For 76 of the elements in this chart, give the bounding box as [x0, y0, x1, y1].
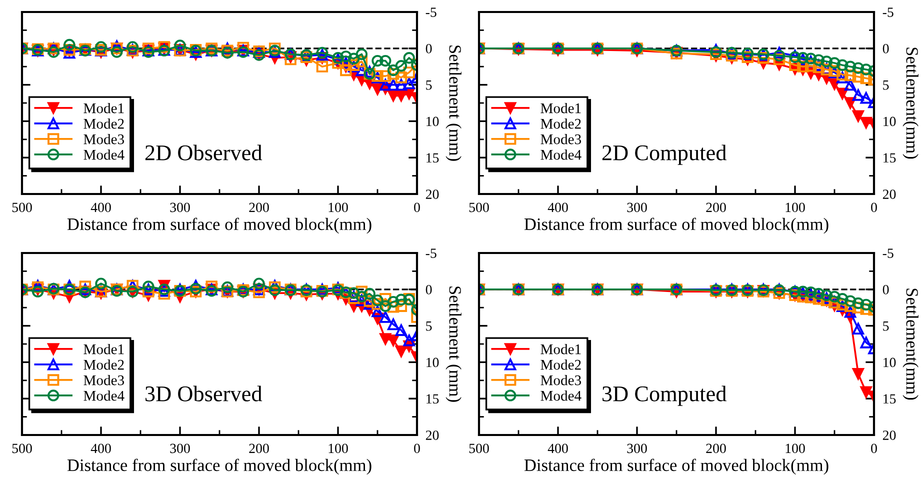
y-axis-title: Settlement (mm) — [446, 46, 462, 161]
x-tick-label: 400 — [548, 202, 568, 212]
legend-label: Mode4 — [540, 390, 582, 401]
y-tick-label: 10 — [884, 358, 896, 368]
legend-label: Mode1 — [84, 102, 124, 114]
y-tick-label: 5 — [883, 322, 889, 331]
y-tick-label: 15 — [884, 394, 896, 404]
legend-label: Mode4 — [84, 149, 124, 160]
x-tick-label: 500 — [469, 202, 489, 212]
legend-label: Mode1 — [540, 102, 581, 114]
legend-label: Mode4 — [540, 149, 582, 160]
y-axis-title: Settlement(mm) — [902, 48, 918, 159]
y-tick-label: 15 — [426, 394, 439, 404]
x-tick-label: 300 — [627, 202, 647, 212]
x-axis-title: Distance from surface of moved block(mm) — [67, 458, 372, 475]
x-tick-label: 300 — [627, 444, 647, 454]
legend-label: Mode2 — [84, 118, 124, 129]
x-axis-title: Distance from surface of moved block(mm) — [67, 218, 372, 234]
y-tick-label: 0 — [426, 284, 432, 294]
y-tick-label: -5 — [882, 248, 894, 258]
y-tick-label: 20 — [882, 190, 896, 199]
x-tick-label: 0 — [871, 444, 877, 454]
y-tick-label: 5 — [426, 322, 432, 331]
y-tick-label: 10 — [426, 116, 439, 126]
x-tick-label: 500 — [12, 202, 32, 212]
legend-label: Mode1 — [540, 344, 581, 354]
x-tick-label: 100 — [786, 202, 805, 212]
x-tick-label: 0 — [871, 202, 877, 212]
x-tick-label: 500 — [469, 444, 489, 454]
x-tick-label: 500 — [12, 444, 32, 454]
y-tick-label: -5 — [426, 8, 436, 17]
y-tick-label: 15 — [884, 153, 896, 163]
y-tick-label: -5 — [882, 8, 894, 17]
x-tick-label: 400 — [90, 444, 111, 454]
y-tick-label: 10 — [426, 358, 439, 368]
text: 2D Observed — [145, 144, 262, 160]
legend-label: Mode2 — [84, 359, 124, 370]
text: 3D Observed — [146, 386, 262, 402]
x-tick-label: 400 — [548, 444, 568, 454]
x-tick-label: 400 — [90, 202, 111, 212]
x-tick-label: 200 — [706, 202, 726, 212]
x-tick-label: 0 — [414, 202, 420, 212]
y-tick-label: 10 — [884, 116, 896, 126]
legend-label: Mode2 — [540, 359, 581, 370]
x-tick-label: 100 — [786, 444, 805, 454]
x-tick-label: 200 — [249, 444, 269, 454]
y-tick-label: 20 — [426, 190, 439, 199]
x-axis-title: Distance from surface of moved block(mm) — [524, 458, 828, 475]
x-axis-title: Distance from surface of moved block(mm) — [524, 218, 828, 234]
legend-label: Mode4 — [84, 390, 124, 401]
legend-label: Mode1 — [84, 344, 124, 354]
y-axis-title: Settlement (mm) — [446, 286, 462, 402]
legend-label: Mode3 — [84, 374, 124, 386]
legend-label: Mode3 — [540, 374, 581, 386]
y-tick-label: 5 — [883, 80, 889, 90]
x-tick-label: 100 — [328, 444, 348, 454]
x-tick-label: 100 — [328, 202, 348, 212]
y-axis-title: Settlement(mm) — [902, 288, 918, 400]
text: 3D Computed — [602, 386, 726, 406]
legend-label: Mode3 — [84, 134, 124, 144]
x-tick-label: 0 — [414, 444, 420, 454]
x-tick-label: 200 — [249, 202, 269, 212]
x-tick-label: 200 — [706, 444, 726, 454]
y-tick-label: 5 — [426, 80, 432, 90]
legend-label: Mode3 — [540, 134, 581, 144]
x-tick-label: 300 — [170, 444, 190, 454]
legend-label: Mode2 — [540, 118, 581, 129]
text: 2D Computed — [602, 144, 726, 165]
x-tick-label: 300 — [170, 202, 190, 212]
y-tick-label: 0 — [426, 44, 432, 54]
y-tick-label: 20 — [882, 430, 896, 440]
y-tick-label: -5 — [426, 248, 436, 258]
y-tick-label: 15 — [426, 153, 439, 163]
y-tick-label: 20 — [426, 430, 439, 440]
y-tick-label: 0 — [882, 284, 889, 294]
y-tick-label: 0 — [882, 44, 889, 54]
